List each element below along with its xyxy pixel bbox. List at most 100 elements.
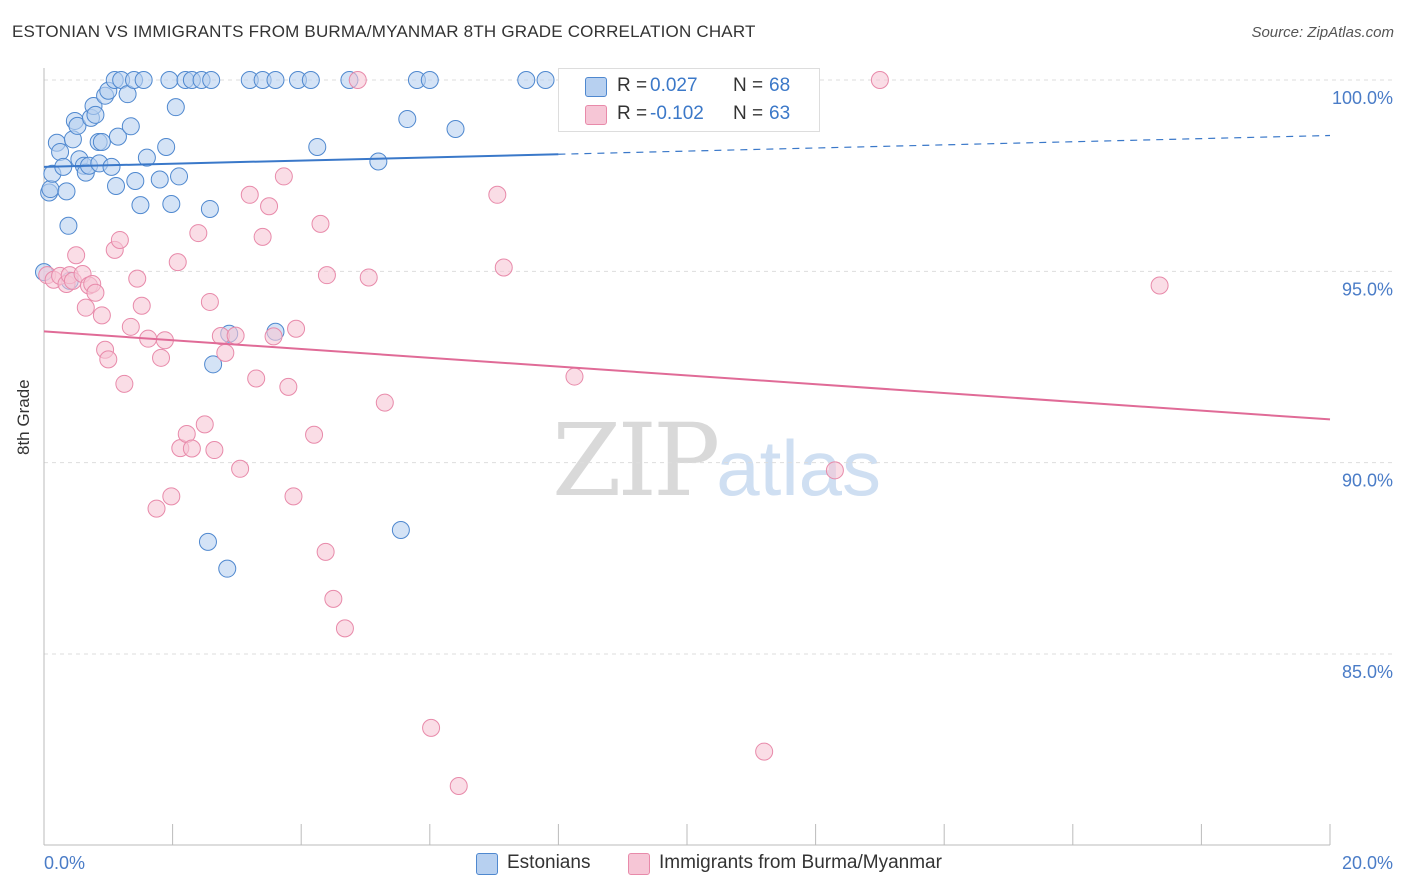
legend-n-label: N = (733, 75, 764, 96)
estonian-point (59, 216, 78, 235)
chart-title: ESTONIAN VS IMMIGRANTS FROM BURMA/MYANMA… (12, 22, 756, 41)
estonian-point (420, 71, 439, 89)
estonian-point (266, 71, 285, 89)
estonian-point (536, 71, 555, 89)
burma-point (311, 214, 330, 233)
burma-point (488, 185, 507, 204)
burma-point (67, 246, 86, 265)
legend-n-label: N = (733, 103, 764, 124)
estonian-point (198, 532, 217, 551)
estonian-point (121, 117, 140, 136)
estonian-point (166, 98, 185, 117)
x-tick-label-min: 0.0% (44, 853, 85, 873)
estonian-trend-line (43, 153, 559, 168)
burma-point (200, 292, 219, 311)
burma-point (449, 777, 468, 796)
burma-point (755, 742, 774, 761)
burma-point (284, 487, 303, 506)
legend-r-value: -0.102 (650, 103, 704, 124)
legend-swatch-pink (585, 105, 607, 125)
burma-point (231, 459, 250, 478)
burma-point (152, 348, 171, 367)
tick-labels: 0.0% 20.0% 85.0% 90.0% 95.0% 100.0% (44, 88, 1393, 873)
burma-point (162, 487, 181, 506)
burma-point (260, 197, 279, 216)
burma-point (128, 269, 147, 288)
burma-point (216, 343, 235, 362)
estonian-point (92, 132, 111, 151)
legend-r-label: R = (617, 103, 648, 124)
burma-point (422, 718, 441, 737)
estonian-point (200, 199, 219, 218)
burma-point (168, 253, 187, 272)
axes (43, 68, 1331, 846)
estonian-point (369, 152, 388, 171)
burma-point (182, 439, 201, 458)
estonian-point (150, 170, 169, 189)
burma-point (264, 327, 283, 346)
estonian-point (51, 142, 70, 161)
burma-point (132, 296, 151, 315)
legend-r-value: 0.027 (650, 75, 698, 96)
estonian-point (398, 110, 417, 129)
burma-point (565, 367, 584, 386)
bottom-legend-swatch-blue (476, 853, 498, 875)
burma-point (359, 268, 378, 287)
burma-point (274, 167, 293, 186)
burma-point (825, 461, 844, 480)
estonian-point (162, 194, 181, 213)
watermark-zip: ZIP (552, 402, 720, 519)
burma-point (316, 542, 335, 561)
y-tick-label: 85.0% (1342, 662, 1393, 682)
bottom-legend-label: Estonians (507, 852, 591, 873)
burma-point (195, 415, 214, 434)
trend-lines (43, 134, 1331, 421)
burma-point (287, 319, 306, 338)
estonian-point (204, 355, 223, 374)
burma-point (92, 306, 111, 325)
burma-point (279, 377, 298, 396)
watermark-atlas: atlas (716, 424, 882, 512)
burma-point (1150, 276, 1169, 295)
burma-point (110, 230, 129, 249)
legend-swatch-blue (585, 77, 607, 97)
burma-point (240, 185, 259, 204)
legend-r-label: R = (617, 75, 648, 96)
estonian-point (86, 105, 105, 124)
burma-point (121, 317, 140, 336)
estonian-point (137, 148, 156, 167)
estonian-point (57, 182, 76, 201)
estonian-point (446, 119, 465, 138)
estonian-point (157, 137, 176, 156)
estonian-point (107, 176, 126, 195)
burma-point (375, 393, 394, 412)
burma-point (335, 619, 354, 638)
estonian-point (126, 172, 145, 191)
bottom-legend-swatch-pink (628, 853, 650, 875)
legend-n-value: 68 (769, 75, 791, 96)
burma-point (324, 589, 343, 608)
grid-lines (44, 79, 1395, 655)
watermark: ZIPatlas (552, 402, 881, 519)
bottom-legend-label: Immigrants from Burma/Myanmar (659, 852, 942, 873)
estonian-point (517, 71, 536, 89)
estonian-point (41, 180, 60, 199)
burma-point (870, 71, 889, 89)
correlation-legend: R = 0.027 N = 68 R = -0.102 N = 63 (558, 68, 820, 132)
burma-point (305, 425, 324, 444)
burma-point (76, 298, 95, 317)
estonian-point (68, 116, 87, 135)
burma-point (115, 374, 134, 393)
burma-point (99, 350, 118, 369)
estonian-point (301, 71, 320, 89)
estonian-point (218, 559, 237, 578)
estonian-point (308, 137, 327, 156)
estonian-point (102, 157, 121, 176)
y-tick-label: 100.0% (1332, 88, 1393, 108)
estonian-point (170, 167, 189, 186)
estonian-point (391, 521, 410, 540)
x-tick-label-max: 20.0% (1342, 853, 1393, 873)
estonian-point (134, 71, 153, 89)
estonian-point (160, 71, 179, 89)
